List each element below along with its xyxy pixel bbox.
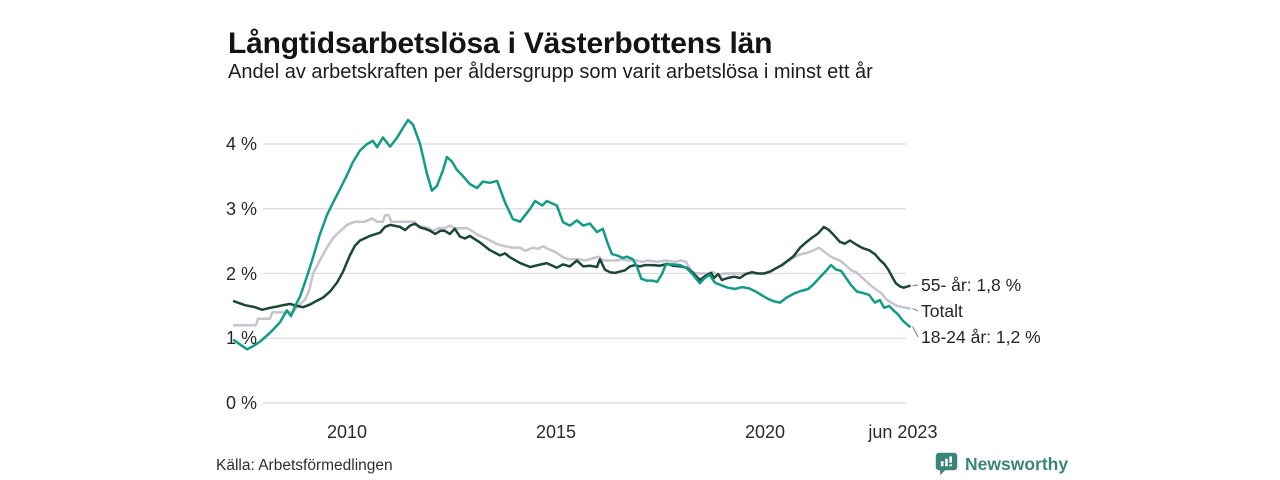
y-tick-label-3: 3 % [225, 198, 257, 219]
x-tick-label-2015: 2015 [535, 422, 577, 442]
y-tick-label-1: 1 % [225, 328, 257, 349]
leader-line [912, 326, 919, 338]
y-tick-label-4: 4 % [225, 134, 257, 154]
chart-subtitle: Andel av arbetskraften per åldersgrupp s… [228, 61, 873, 83]
x-tick-label-2010: 2010 [326, 422, 368, 442]
series-line-55-r [232, 222, 911, 312]
leader-line [912, 307, 919, 312]
series-label-totalt: Totalt [921, 301, 963, 321]
brand-name: Newsworthy [965, 453, 1069, 474]
series-label-55-r: 55- år: 1,8 % [921, 275, 1022, 295]
y-tick-label-2: 2 % [225, 263, 257, 284]
x-tick-label-2020: 2020 [744, 422, 786, 442]
source-note: Källa: Arbetsförmedlingen [216, 457, 393, 474]
series-line-18-24-r [232, 118, 911, 351]
newsworthy-chart-bubble-icon [935, 452, 958, 476]
series-label-18-24-r: 18-24 år: 1,2 % [921, 327, 1041, 347]
y-tick-label-0: 0 % [225, 393, 257, 413]
page-title: Långtidsarbetslösa i Västerbottens län [228, 27, 773, 61]
brand-logo: Newsworthy [935, 452, 1068, 476]
x-tick-label-jun-2023: jun 2023 [868, 422, 938, 442]
series-line-totalt [232, 213, 911, 327]
leader-line [912, 284, 919, 287]
